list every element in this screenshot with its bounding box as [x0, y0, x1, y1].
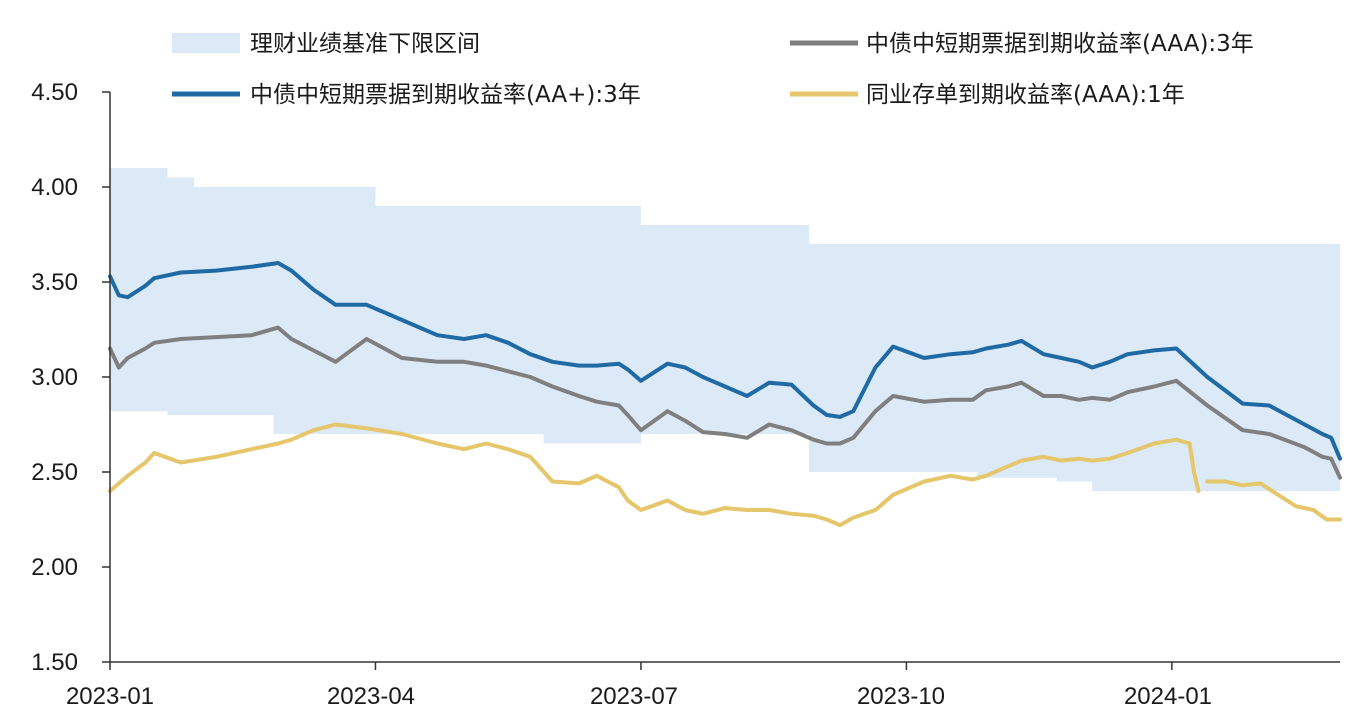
y-tick-label-3.50: 3.50 [31, 269, 78, 296]
legend-label-gray: 中债中短期票据到期收益率(AAA):3年 [866, 31, 1254, 57]
legend-label-blue: 中债中短期票据到期收益率(AA+):3年 [250, 82, 641, 108]
y-tick-label-3.00: 3.00 [31, 364, 78, 391]
legend: 理财业绩基准下限区间 中债中短期票据到期收益率(AAA):3年 中债中短期票据到… [172, 31, 1254, 108]
x-tick-label-2023-10: 2023-10 [857, 683, 945, 710]
x-tick-label-2024-01: 2024-01 [1124, 683, 1212, 710]
benchmark-band-layer [110, 168, 1340, 491]
x-tick-label-2023-04: 2023-04 [327, 683, 415, 710]
y-tick-label-4.00: 4.00 [31, 174, 78, 201]
x-tick-marks [109, 662, 1173, 670]
series-line-3 [1205, 479, 1342, 522]
series-line-2 [108, 422, 1201, 528]
legend-label-yellow: 同业存单到期收益率(AAA):1年 [866, 82, 1185, 108]
benchmark-band [110, 168, 1340, 491]
series-layer [108, 261, 1342, 528]
legend-label-band: 理财业绩基准下限区间 [250, 31, 480, 57]
series-line-1 [108, 261, 1342, 461]
legend-swatch-band [172, 33, 240, 53]
y-tick-label-4.50: 4.50 [31, 79, 78, 106]
y-tick-label-2.50: 2.50 [31, 459, 78, 486]
y-tick-label-1.50: 1.50 [31, 649, 78, 676]
y-tick-marks [102, 91, 110, 663]
x-tick-label-2023-01: 2023-01 [66, 683, 154, 710]
x-tick-label-2023-07: 2023-07 [590, 683, 678, 710]
y-tick-label-2.00: 2.00 [31, 554, 78, 581]
series-line-0 [108, 325, 1342, 480]
